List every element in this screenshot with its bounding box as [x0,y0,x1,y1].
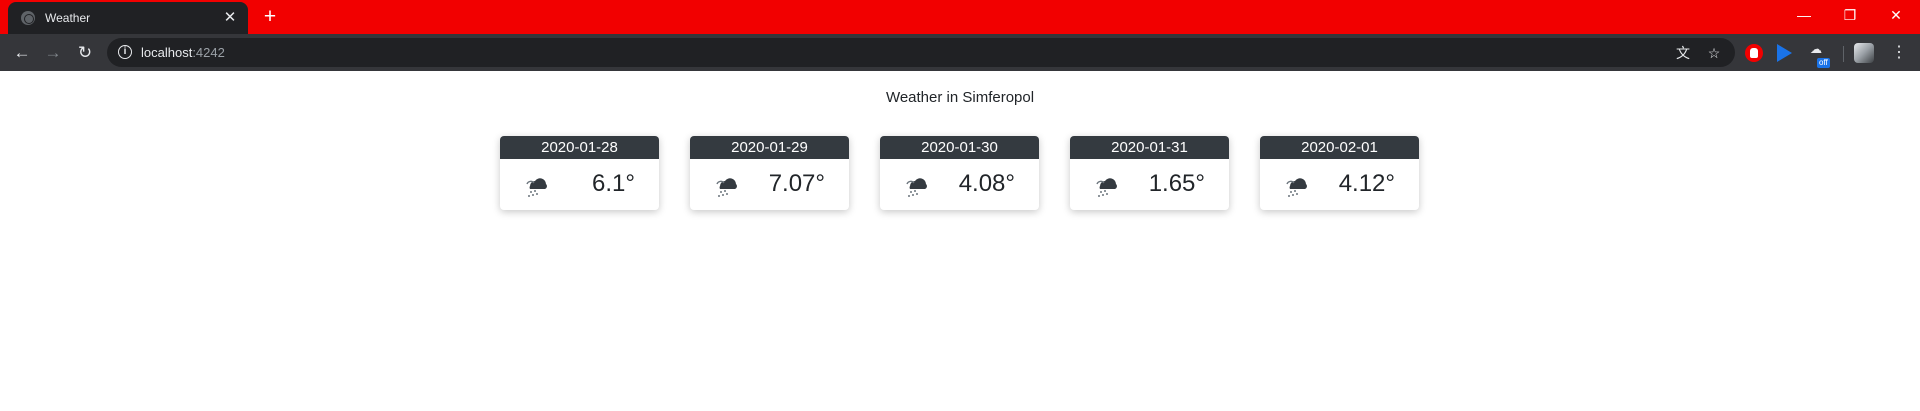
back-button[interactable]: ← [13,43,31,62]
profile-avatar[interactable] [1854,43,1874,63]
forecast-temperature: 4.08° [958,170,1015,197]
toolbar-divider [1843,46,1844,62]
bookmark-star-icon[interactable]: ☆ [1707,45,1721,61]
forecast-date: 2020-01-30 [880,136,1039,159]
cloud-sleet-icon [1096,178,1117,197]
translate-icon[interactable]: 文 [1676,45,1690,61]
extension-off-badge: off [1817,58,1830,68]
tab-close-icon[interactable]: ✕ [223,9,237,26]
address-bar[interactable]: i localhost:4242 文 ☆ [107,38,1735,67]
forward-button[interactable]: → [44,43,62,62]
play-extension-icon[interactable] [1777,44,1792,62]
forecast-temperature: 4.12° [1338,170,1395,197]
browser-titlebar: Weather ✕ + — ❐ ✕ [0,0,1920,34]
browser-toolbar: ← → ↻ i localhost:4242 文 ☆ ☁ off ⋮ [0,34,1920,71]
cloud-sleet-icon [716,178,737,197]
cloud-sleet-icon [1286,178,1307,197]
forecast-card: 2020-02-01 4.12° [1260,136,1419,210]
cloud-extension-icon[interactable]: ☁ [1810,42,1822,56]
forecast-date: 2020-01-29 [690,136,849,159]
browser-menu-icon[interactable]: ⋮ [1891,44,1907,61]
forecast-temperature: 1.65° [1148,170,1205,197]
forecast-date: 2020-01-28 [500,136,659,159]
cloud-sleet-icon [526,178,547,197]
forecast-card: 2020-01-30 4.08° [880,136,1039,210]
page-title: Weather in Simferopol [885,89,1035,106]
restore-button[interactable]: ❐ [1843,7,1857,23]
forecast-card: 2020-01-28 6.1° [500,136,659,210]
forecast-card: 2020-01-31 1.65° [1070,136,1229,210]
page-content: Weather in Simferopol 2020-01-28 6.1° 20… [0,71,1920,411]
url-host: localhost [141,45,193,60]
reload-button[interactable]: ↻ [77,43,93,62]
forecast-date: 2020-01-31 [1070,136,1229,159]
adblock-extension-icon[interactable] [1745,44,1763,62]
info-icon[interactable]: i [118,45,132,59]
tab-title: Weather [45,11,91,25]
url-text[interactable]: localhost:4242 [141,45,225,60]
minimize-button[interactable]: — [1797,7,1811,23]
forecast-temperature: 7.07° [768,170,825,197]
forecast-temperature: 6.1° [592,170,635,197]
new-tab-button[interactable]: + [263,5,277,28]
cloud-sleet-icon [906,178,927,197]
close-window-button[interactable]: ✕ [1890,7,1902,23]
forecast-card: 2020-01-29 7.07° [690,136,849,210]
forecast-date: 2020-02-01 [1260,136,1419,159]
url-port: :4242 [192,45,225,60]
browser-tab[interactable]: Weather ✕ [8,2,248,34]
globe-icon [21,11,35,25]
